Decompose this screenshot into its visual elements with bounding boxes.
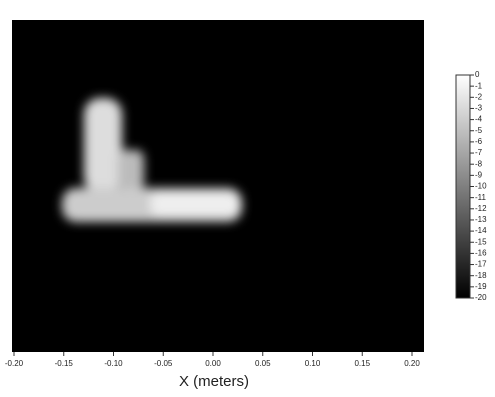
x-tick-label: 0.05 [255, 359, 271, 368]
colorbar-tick-label: -11 [475, 193, 487, 202]
colorbar-tick-label: -10 [475, 182, 487, 191]
colorbar-tick-label: -12 [475, 204, 487, 213]
colorbar-tick-label: -1 [475, 81, 483, 90]
colorbar-tick-label: -3 [475, 104, 483, 113]
x-tick-label: -0.15 [55, 359, 74, 368]
colorbar [456, 75, 470, 298]
colorbar-tick-label: -2 [475, 92, 483, 101]
x-tick-label: 0.10 [305, 359, 321, 368]
colorbar-tick-label: -7 [475, 148, 483, 157]
x-tick-label: -0.10 [104, 359, 123, 368]
x-tick-label: 0.20 [404, 359, 420, 368]
x-axis-label: X (meters) [179, 373, 249, 390]
plot-area [12, 20, 424, 352]
chart: X (meters) -0.20 -0.15 -0.10 -0.05 0.00 0.05 0… [0, 0, 495, 397]
x-tick-label: 0.15 [354, 359, 370, 368]
colorbar-tick-label: -8 [475, 159, 483, 168]
x-tick-label: 0.00 [205, 359, 221, 368]
colorbar-tick-label: -15 [475, 237, 487, 246]
colorbar-tick-label: -17 [475, 260, 487, 269]
x-tick-label: -0.20 [5, 359, 24, 368]
colorbar-tick-label: -13 [475, 215, 487, 224]
colorbar-tick-label: -6 [475, 137, 483, 146]
colorbar-tick-label: -16 [475, 249, 487, 258]
colorbar-tick-label: -20 [475, 293, 487, 302]
colorbar-tick-label: -19 [475, 282, 487, 291]
colorbar-tick-label: 0 [475, 70, 480, 79]
colorbar-tick-label: -18 [475, 271, 487, 280]
colorbar-tick-label: -5 [475, 126, 483, 135]
colorbar-tick-label: -14 [475, 226, 487, 235]
colorbar-tick-label: -4 [475, 115, 483, 124]
colorbar-tick-label: -9 [475, 170, 483, 179]
x-tick-label: -0.05 [154, 359, 173, 368]
